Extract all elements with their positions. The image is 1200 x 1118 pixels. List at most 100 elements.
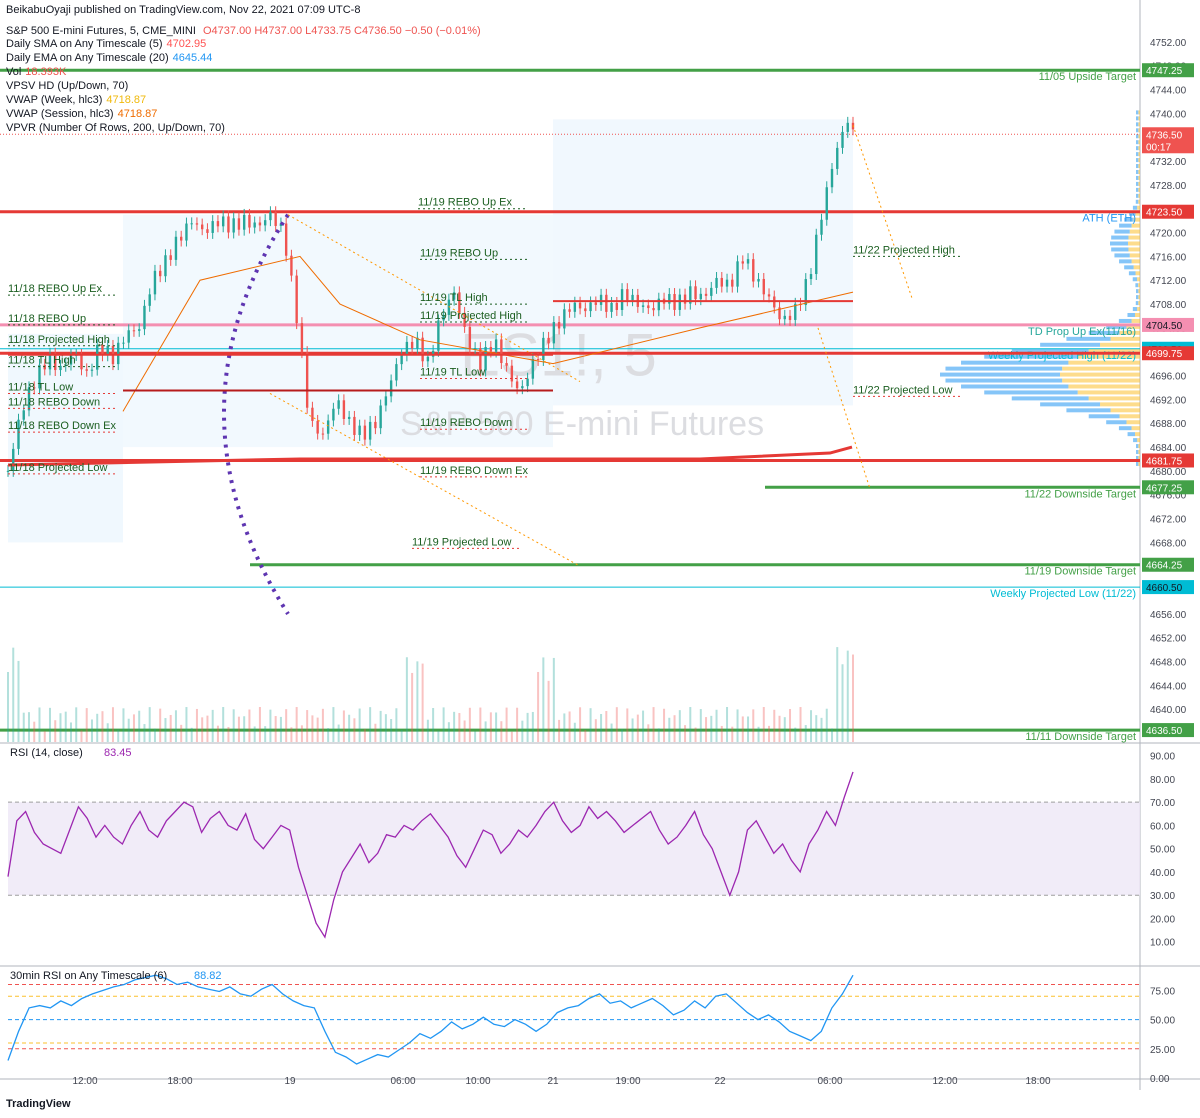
candle-body: [615, 302, 619, 310]
rsi30-title: 30min RSI on Any Timescale (6): [10, 970, 167, 982]
vpvr-up-bar: [1136, 146, 1139, 151]
volume-bar: [752, 709, 755, 742]
price-label-text: 4747.25: [1146, 66, 1183, 77]
volume-bar: [794, 727, 797, 742]
volume-bar: [505, 707, 508, 742]
volume-bar: [479, 707, 482, 742]
level-annotation: 11/18 REBO Down: [8, 396, 100, 408]
vpvr-down-bar: [1119, 330, 1140, 335]
volume-bar: [143, 724, 146, 742]
candle-body: [584, 308, 587, 312]
volume-bar: [694, 727, 697, 742]
candle-body: [347, 416, 351, 419]
vpvr-down-bar: [1088, 396, 1140, 401]
volume-bar: [379, 710, 382, 742]
candle-body: [326, 420, 330, 434]
candle-body: [494, 339, 498, 352]
rsi-tick-label: 10.00: [1150, 938, 1175, 949]
volume-bar: [90, 719, 93, 742]
vpvr-up-bar: [1136, 140, 1139, 145]
volume-bar: [589, 708, 592, 742]
volume-bar: [594, 719, 597, 742]
candle-body: [410, 341, 414, 349]
volume-bar: [726, 707, 729, 742]
volume-bar: [227, 726, 230, 742]
candle-body: [815, 234, 818, 275]
indicator-row[interactable]: Vol 18.393K: [6, 66, 66, 78]
volume-bar: [799, 707, 802, 742]
volume-bar: [405, 657, 408, 742]
vpvr-up-bar: [1106, 420, 1127, 425]
price-tick-label: 4692.00: [1150, 395, 1187, 406]
indicator-value: 4645.44: [172, 52, 213, 64]
volume-bar: [174, 710, 177, 742]
candle-body: [143, 305, 146, 330]
indicator-label: Daily EMA on Any Timescale (20): [6, 52, 169, 64]
candle-body: [200, 224, 204, 230]
indicator-row[interactable]: VPVR (Number Of Rows, 200, Up/Down, 70): [6, 122, 225, 134]
candle-body: [626, 289, 629, 301]
candle-body: [757, 278, 760, 282]
candle-body: [678, 294, 682, 310]
volume-bar: [526, 712, 529, 742]
volume-bar: [516, 707, 519, 742]
vpvr-up-bar: [1133, 438, 1138, 443]
volume-bar: [715, 709, 718, 742]
volume-bar: [810, 710, 813, 742]
indicator-value: 18.393K: [25, 66, 67, 78]
volume-bar: [647, 724, 650, 742]
volume-bar: [274, 716, 277, 742]
volume-bar: [111, 707, 114, 742]
volume-bar: [169, 714, 172, 742]
volume-bar: [22, 712, 25, 742]
candle-body: [804, 279, 807, 306]
rsi-band: [8, 802, 1140, 896]
price-tick-label: 4652.00: [1150, 634, 1187, 645]
vpvr-up-bar: [1136, 461, 1139, 466]
candle-body: [237, 218, 241, 230]
time-tick-label: 10:00: [465, 1076, 490, 1087]
rsi30-tick-label: 0.00: [1150, 1074, 1170, 1085]
volume-bar: [211, 709, 214, 742]
vpvr-up-bar: [1088, 414, 1120, 419]
candle-body: [552, 322, 556, 344]
volume-bar: [579, 707, 582, 742]
candle-body: [164, 255, 167, 277]
volume-bar: [190, 727, 193, 742]
candle-body: [148, 294, 151, 306]
indicator-row[interactable]: Daily EMA on Any Timescale (20) 4645.44: [6, 52, 212, 64]
candle-body: [694, 286, 697, 300]
volume-bar: [484, 721, 487, 742]
price-label-text: 4664.25: [1146, 561, 1183, 572]
volume-bar: [195, 708, 198, 742]
vpvr-down-bar: [1138, 158, 1140, 163]
candle-body: [85, 369, 88, 371]
indicator-row[interactable]: VWAP (Session, hlc3) 4718.87: [6, 108, 157, 120]
volume-bar: [185, 707, 188, 742]
vpvr-down-bar: [1126, 324, 1140, 329]
price-tick-label: 4668.00: [1150, 538, 1187, 549]
volume-bar: [159, 708, 162, 742]
vpvr-down-bar: [1138, 301, 1140, 306]
vpvr-up-bar: [1136, 164, 1139, 169]
volume-bar: [741, 716, 744, 742]
indicator-row[interactable]: VPSV HD (Up/Down, 70): [6, 80, 128, 92]
indicator-row[interactable]: VWAP (Week, hlc3) 4718.87: [6, 94, 146, 106]
vpvr-up-bar: [1118, 318, 1132, 323]
rsi-tick-label: 40.00: [1150, 868, 1175, 879]
price-label-text: 4723.50: [1146, 208, 1183, 219]
vpvr-down-bar: [1126, 420, 1140, 425]
volume-bar: [180, 724, 183, 742]
indicator-label: VWAP (Week, hlc3): [6, 94, 103, 106]
candle-body: [190, 223, 193, 225]
candle-body: [521, 386, 524, 389]
candle-body: [830, 168, 834, 188]
level-label: 11/11 Downside Target: [1025, 731, 1136, 743]
volume-bar: [290, 727, 293, 742]
vpvr-down-bar: [1134, 312, 1140, 317]
candle-body: [227, 216, 230, 233]
candle-body: [27, 387, 31, 411]
indicator-row[interactable]: Daily SMA on Any Timescale (5) 4702.95: [6, 38, 206, 50]
candle-body: [725, 279, 729, 287]
